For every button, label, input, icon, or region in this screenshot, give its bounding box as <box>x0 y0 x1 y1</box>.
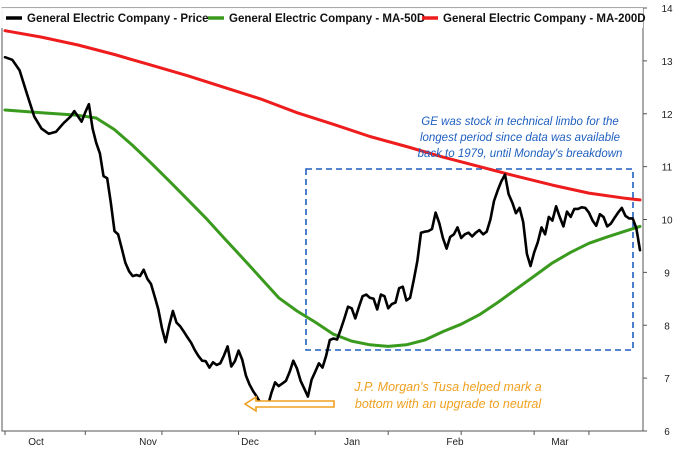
legend-label-ma50: General Electric Company - MA-50D <box>229 13 425 25</box>
legend-label-ma200: General Electric Company - MA-200D <box>443 13 646 25</box>
x-tick-label: Feb <box>446 437 464 448</box>
x-tick-label: Jan <box>344 437 360 448</box>
y-tick-label: 7 <box>664 374 670 385</box>
arrow-left-icon <box>243 395 335 413</box>
series-line-price <box>3 55 642 408</box>
annotation-box-layer <box>305 168 634 351</box>
y-tick-label: 13 <box>661 57 673 68</box>
annotation-tusa-line: J.P. Morgan's Tusa helped mark a <box>353 380 541 394</box>
y-tick-label: 10 <box>661 216 673 227</box>
x-tick-label: Nov <box>139 437 157 448</box>
y-tick-label: 8 <box>664 321 670 332</box>
legend: General Electric Company - Price General … <box>0 8 646 28</box>
legend-background <box>0 8 643 28</box>
annotation-limbo-line: back to 1979, until Monday's breakdown <box>418 148 623 160</box>
annotation-limbo-line: GE was stock in technical limbo for the <box>421 116 619 128</box>
annotation-tusa-line: bottom with an upgrade to neutral <box>355 397 542 411</box>
series-layer <box>3 29 642 408</box>
series-line-ma50 <box>3 108 642 348</box>
annotations-layer: GE was stock in technical limbo for the l… <box>243 116 623 413</box>
x-tick-label: Oct <box>28 437 44 448</box>
y-tick-label: 6 <box>664 427 670 438</box>
highlight-box <box>305 168 634 351</box>
series-line-ma200 <box>3 29 642 202</box>
y-tick-label: 9 <box>664 268 670 279</box>
y-tick-label: 12 <box>661 110 673 121</box>
x-tick-label: Dec <box>241 437 259 448</box>
y-tick-label: 14 <box>661 4 673 15</box>
x-tick-label: Mar <box>551 437 569 448</box>
annotation-limbo-line: longest period since data was available <box>420 132 620 144</box>
y-tick-label: 11 <box>662 163 673 174</box>
legend-label-price: General Electric Company - Price <box>27 13 209 25</box>
